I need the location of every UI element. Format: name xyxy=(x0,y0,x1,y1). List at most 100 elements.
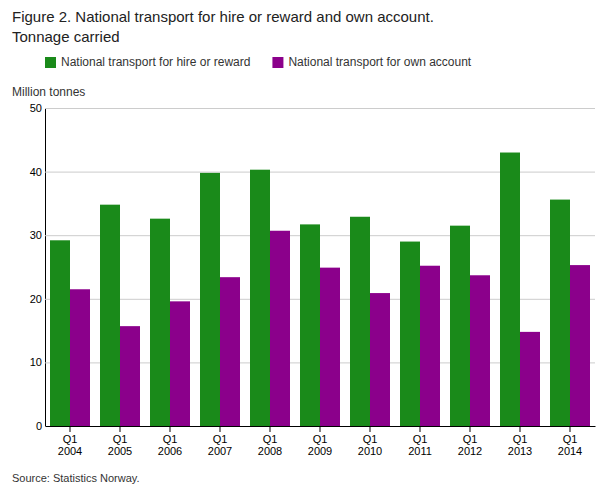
x-tick-label: Q12010 xyxy=(358,433,382,458)
x-tick-label-line: Q1 xyxy=(163,433,178,445)
bar xyxy=(370,293,390,426)
chart-container: Figure 2. National transport for hire or… xyxy=(0,0,610,488)
x-tick: Q12005 xyxy=(108,426,132,457)
bar xyxy=(570,265,590,426)
bar xyxy=(520,332,540,426)
tick-mark xyxy=(70,426,71,432)
x-tick-label: Q12014 xyxy=(558,433,582,458)
x-tick-label-line: Q1 xyxy=(513,433,528,445)
x-tick-label-line: 2004 xyxy=(58,445,82,457)
bars xyxy=(50,153,590,426)
legend-item: National transport for own account xyxy=(272,55,471,69)
x-tick-label-line: 2012 xyxy=(458,445,482,457)
x-tick-label-line: Q1 xyxy=(313,433,328,445)
x-tick-label-line: Q1 xyxy=(563,433,578,445)
x-tick-label: Q12007 xyxy=(208,433,232,458)
x-tick-label-line: 2005 xyxy=(108,445,132,457)
x-tick: Q12013 xyxy=(508,426,532,457)
x-tick-label: Q12013 xyxy=(508,433,532,458)
x-tick: Q12010 xyxy=(358,426,382,457)
x-tick: Q12014 xyxy=(558,426,582,457)
x-tick-label-line: Q1 xyxy=(63,433,78,445)
bar xyxy=(100,205,120,426)
plot: 01020304050Q12004Q12005Q12006Q12007Q1200… xyxy=(30,102,596,457)
legend-label: National transport for hire or reward xyxy=(61,55,250,69)
y-tick-label: 50 xyxy=(30,102,42,114)
x-tick: Q12008 xyxy=(258,426,282,457)
source: Source: Statistics Norway. xyxy=(12,472,140,484)
x-tick-label: Q12012 xyxy=(458,433,482,458)
x-tick-label-line: 2013 xyxy=(508,445,532,457)
bar xyxy=(250,170,270,426)
legend-label: National transport for own account xyxy=(288,55,471,69)
x-tick-label-line: Q1 xyxy=(363,433,378,445)
x-tick-label: Q12008 xyxy=(258,433,282,458)
x-tick-label-line: Q1 xyxy=(263,433,278,445)
x-tick-label-line: Q1 xyxy=(213,433,228,445)
x-tick: Q12006 xyxy=(158,426,182,457)
x-tick-label-line: Q1 xyxy=(113,433,128,445)
y-tick-label: 20 xyxy=(30,293,42,305)
x-tick: Q12011 xyxy=(408,426,432,457)
x-axis: Q12004Q12005Q12006Q12007Q12008Q12009Q120… xyxy=(46,426,596,457)
tick-mark xyxy=(370,426,371,432)
bar xyxy=(170,301,190,426)
y-tick-label: 10 xyxy=(30,356,42,368)
x-tick-label: Q12005 xyxy=(108,433,132,458)
y-axis-label: Million tonnes xyxy=(12,85,85,99)
bar xyxy=(270,231,290,426)
y-tick-label: 40 xyxy=(30,166,42,178)
bar xyxy=(200,173,220,426)
x-tick-label: Q12006 xyxy=(158,433,182,458)
bar xyxy=(220,277,240,426)
bar xyxy=(150,219,170,426)
legend: National transport for hire or reward Nat… xyxy=(45,55,472,69)
x-tick-label-line: Q1 xyxy=(413,433,428,445)
y-tick-label: 30 xyxy=(30,229,42,241)
x-tick: Q12007 xyxy=(208,426,232,457)
legend-swatch xyxy=(45,57,56,68)
bar xyxy=(120,326,140,426)
bar xyxy=(400,242,420,426)
x-tick-label-line: 2009 xyxy=(308,445,332,457)
bar xyxy=(300,224,320,426)
bar xyxy=(50,240,70,426)
tick-mark xyxy=(470,426,471,432)
x-tick: Q12004 xyxy=(58,426,82,457)
legend-item: National transport for hire or reward xyxy=(45,55,250,69)
x-tick-label-line: 2014 xyxy=(558,445,582,457)
x-tick-label-line: 2006 xyxy=(158,445,182,457)
bar xyxy=(320,268,340,426)
tick-mark xyxy=(420,426,421,432)
y-tick: 50 xyxy=(30,102,595,114)
x-tick-label-line: 2007 xyxy=(208,445,232,457)
legend-swatch xyxy=(272,57,283,68)
x-tick-label-line: 2008 xyxy=(258,445,282,457)
subtitle: Tonnage carried xyxy=(12,28,120,45)
y-axis-domain xyxy=(46,109,596,427)
bar xyxy=(550,200,570,426)
bar xyxy=(350,217,370,426)
tick-mark xyxy=(520,426,521,432)
grid-line xyxy=(45,108,595,109)
bar xyxy=(450,226,470,426)
bar xyxy=(70,289,90,426)
tick-mark xyxy=(220,426,221,432)
tick-mark xyxy=(170,426,171,432)
bar xyxy=(470,275,490,426)
bar-series xyxy=(50,153,570,426)
x-tick-label-line: Q1 xyxy=(463,433,478,445)
x-tick: Q12009 xyxy=(308,426,332,457)
x-tick-label-line: 2010 xyxy=(358,445,382,457)
tick-mark xyxy=(120,426,121,432)
y-axis: 0 10 20 30 40 50 xyxy=(30,102,595,432)
y-tick-label: 0 xyxy=(36,420,42,432)
bar xyxy=(500,153,520,426)
tick-mark xyxy=(570,426,571,432)
title: Figure 2. National transport for hire or… xyxy=(12,8,434,25)
chart-svg: Figure 2. National transport for hire or… xyxy=(0,0,610,488)
bar xyxy=(420,266,440,426)
x-tick-label: Q12011 xyxy=(408,433,432,458)
tick-mark xyxy=(270,426,271,432)
bar-series xyxy=(70,231,590,426)
